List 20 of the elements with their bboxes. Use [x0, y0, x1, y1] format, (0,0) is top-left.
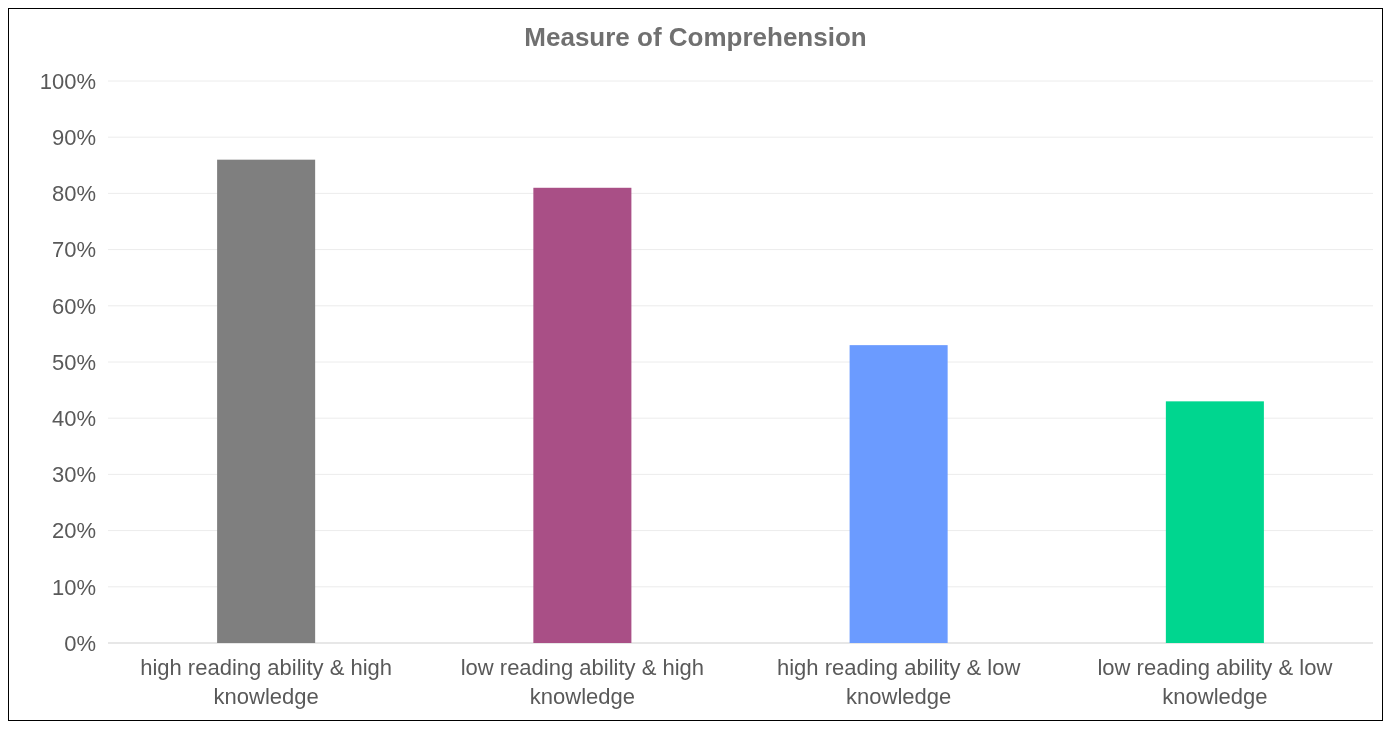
- y-tick-label: 50%: [51, 349, 96, 375]
- y-tick-label: 10%: [51, 574, 96, 600]
- x-tick-label: low reading ability & low knowledge: [1097, 655, 1333, 709]
- bar: [849, 345, 948, 643]
- x-tick-label: high reading ability & high knowledge: [140, 655, 393, 709]
- y-tick-label: 60%: [51, 293, 96, 319]
- y-tick-label: 80%: [51, 181, 96, 207]
- bar: [217, 159, 316, 643]
- y-tick-label: 40%: [51, 405, 96, 431]
- x-tick-label: high reading ability & low knowledge: [776, 655, 1021, 709]
- y-tick-label: 30%: [51, 462, 96, 488]
- bar: [533, 187, 632, 643]
- chart-title: Measure of Comprehension: [524, 22, 867, 52]
- y-tick-label: 20%: [51, 518, 96, 544]
- y-tick-label: 0%: [64, 630, 96, 656]
- x-tick-label: low reading ability & high knowledge: [460, 655, 705, 709]
- y-tick-label: 100%: [39, 68, 96, 94]
- bar: [1165, 401, 1264, 643]
- y-tick-label: 90%: [51, 124, 96, 150]
- y-tick-label: 70%: [51, 237, 96, 263]
